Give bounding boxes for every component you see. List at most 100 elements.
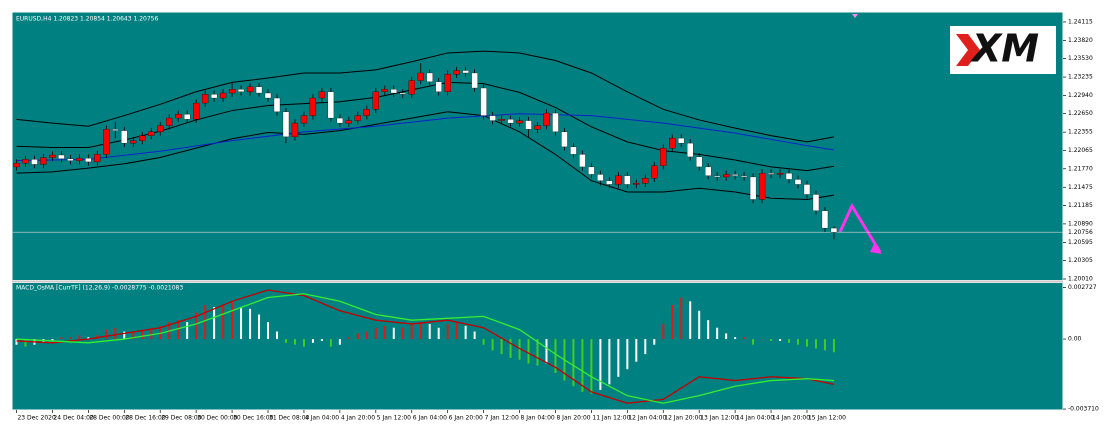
histogram-bar [141, 329, 144, 340]
logo-text: XM [970, 27, 1039, 71]
histogram-bar [617, 339, 620, 377]
candle-body [776, 173, 784, 175]
candle-body [740, 175, 748, 178]
histogram-bar [689, 301, 692, 340]
candle-body [318, 91, 326, 99]
candle-body [390, 89, 397, 94]
y-tick-label: 1.20010 [1068, 275, 1093, 282]
histogram-bar [24, 339, 27, 347]
histogram-bar [383, 325, 386, 340]
candle-body [597, 174, 604, 181]
histogram-bar [599, 339, 602, 390]
histogram-bar [392, 327, 395, 340]
histogram-bar [60, 337, 63, 340]
candle-body [516, 120, 523, 124]
candle-body [94, 154, 101, 163]
candle-body [606, 180, 613, 185]
forecast-arrow [838, 202, 882, 253]
indicator-line [16, 111, 835, 200]
candle-body [309, 97, 317, 116]
x-tick-label: 4 Jan 04:00 [305, 415, 339, 422]
histogram-bar [608, 339, 611, 385]
histogram-bar [635, 339, 638, 362]
candle-body [543, 112, 550, 126]
candle-body [615, 175, 622, 185]
candle-body [462, 70, 469, 74]
candle-body [525, 120, 532, 130]
histogram-bar [401, 327, 404, 340]
x-tick-label: 11 Jan 12:00 [592, 415, 630, 422]
y-tick-label: 1.23820 [1068, 37, 1093, 44]
candle-body [812, 194, 820, 211]
histogram-bar [204, 305, 207, 340]
indicator-line [16, 113, 835, 162]
candle-body [803, 184, 811, 195]
histogram-bar [159, 325, 162, 340]
y-tick-label: 1.22940 [1068, 92, 1093, 99]
candle-body [471, 72, 478, 89]
histogram-bar [87, 337, 90, 340]
histogram-bar [347, 337, 350, 340]
histogram-bar [491, 339, 494, 351]
candle-body [201, 94, 209, 104]
histogram-bar [464, 325, 467, 340]
histogram-bar [527, 339, 530, 364]
y-tick-label: -0.003710 [1068, 406, 1099, 413]
candle-body [678, 137, 685, 144]
candle-body [246, 86, 254, 92]
candle-body [435, 81, 442, 92]
histogram-bar [797, 339, 800, 345]
candle-body [767, 173, 775, 175]
y-tick-label: 1.22650 [1068, 110, 1093, 117]
candle-body [687, 142, 694, 158]
y-tick-label: 1.22355 [1068, 129, 1093, 136]
candle-body [291, 122, 299, 138]
x-tick-label: 8 Jan 04:00 [521, 415, 555, 422]
candle-body [705, 166, 712, 176]
histogram-bar [805, 339, 808, 347]
histogram-bar [222, 305, 225, 340]
candle-body [175, 114, 182, 119]
histogram-bar [832, 339, 835, 353]
candle-body [570, 146, 577, 155]
candle-body [426, 72, 433, 82]
candle-body [354, 115, 361, 121]
x-tick-label: 12 Jan 20:00 [664, 415, 702, 422]
frame [11, 11, 1064, 411]
histogram-bar [473, 331, 476, 340]
histogram-bar [195, 312, 198, 340]
x-tick-label: 5 Jan 12:00 [377, 415, 411, 422]
current-price-box [1064, 228, 1094, 237]
y-tick-label: 1.22065 [1068, 147, 1093, 154]
histogram-bar [590, 339, 593, 394]
x-tick-label: 30 Dec 16:00 [233, 415, 274, 422]
candle-body [85, 157, 92, 163]
histogram-bar [150, 327, 153, 340]
marker [852, 14, 858, 18]
y-tick-label: 1.21475 [1068, 184, 1093, 191]
histogram-bar [743, 337, 746, 340]
candle-body [794, 179, 802, 185]
candle-body [67, 158, 74, 161]
y-tick-label: 1.20595 [1068, 239, 1093, 246]
candle-body [121, 130, 128, 144]
macd-title: MACD_OsMA [CurrTF] (12,26,9) -0.0028775 … [16, 285, 183, 292]
histogram-bar [213, 306, 216, 340]
candle-body [184, 114, 191, 120]
histogram-bar [186, 322, 189, 340]
histogram-bar [536, 339, 539, 366]
candle-body [103, 129, 110, 155]
x-tick-label: 23 Dec 2020 [17, 415, 56, 422]
candle-body [714, 175, 721, 178]
y-tick-label: 0.00 [1068, 336, 1082, 343]
histogram-bar [814, 339, 817, 349]
y-tick-label: 1.24115 [1068, 18, 1093, 25]
histogram-bar [716, 327, 719, 340]
candle-body [139, 135, 146, 141]
current-price-label: 1.20756 [1068, 229, 1093, 236]
candle-body [282, 111, 290, 138]
candle-body [49, 154, 56, 158]
histogram-bar [671, 305, 674, 340]
x-tick-label: 7 Jan 12:00 [485, 415, 519, 422]
histogram-bar [177, 320, 180, 340]
